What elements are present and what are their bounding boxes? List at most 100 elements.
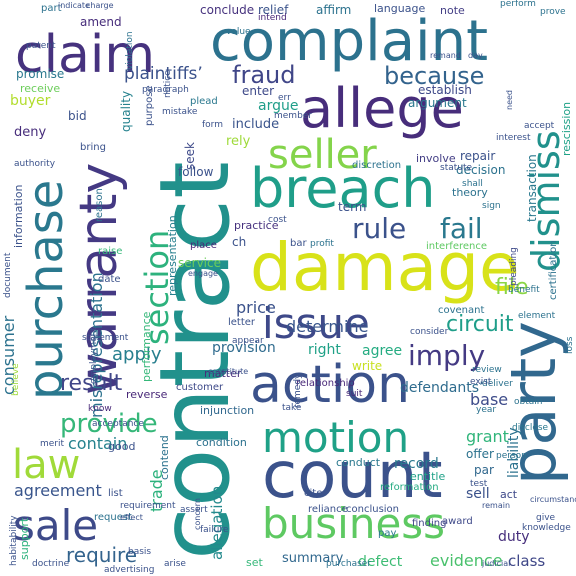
word: cite <box>304 488 322 499</box>
word: damage <box>250 229 520 306</box>
word: authority <box>14 159 56 169</box>
word: date <box>98 274 121 285</box>
word: condition <box>196 436 247 449</box>
word: contract <box>139 161 251 560</box>
word: effect <box>120 513 143 522</box>
word: decision <box>456 163 505 177</box>
word: seek <box>183 142 197 170</box>
word: language <box>374 2 425 15</box>
word: form <box>202 120 223 130</box>
word: because <box>384 62 484 90</box>
word: give <box>536 513 556 523</box>
word: suit <box>346 389 363 399</box>
word: certification <box>548 240 559 300</box>
word: circuit <box>446 312 514 337</box>
word: need <box>505 90 514 110</box>
word: dismiss <box>524 130 568 272</box>
word: include <box>232 117 279 132</box>
word: term <box>338 200 367 214</box>
word: matter <box>204 367 242 380</box>
word: reverse <box>126 388 168 401</box>
word: apply <box>112 344 162 365</box>
word: shall <box>462 179 483 189</box>
word: review <box>472 365 502 375</box>
word: engage <box>188 269 218 278</box>
word: information <box>12 184 25 248</box>
word: service <box>178 256 221 270</box>
word: allege <box>300 77 464 140</box>
word: element <box>518 311 556 321</box>
word: base <box>470 390 508 409</box>
word: provision <box>212 340 276 356</box>
word: law <box>12 442 80 488</box>
word: misrepresentation <box>87 272 106 418</box>
word: deny <box>14 125 46 140</box>
word: relief <box>258 3 289 17</box>
word: claim <box>15 25 155 85</box>
word: price <box>236 298 276 317</box>
word: action <box>250 355 410 415</box>
word: promise <box>16 67 64 81</box>
word: interference <box>426 241 487 252</box>
word: patent <box>26 41 56 51</box>
word: purpose <box>144 85 155 126</box>
word: prove <box>540 7 566 17</box>
word: benefit <box>508 285 540 295</box>
word: concern <box>193 498 202 530</box>
word: argue <box>258 98 298 114</box>
word: year <box>476 405 496 415</box>
word: practice <box>234 219 279 232</box>
word: part <box>41 3 62 14</box>
word: rule <box>352 212 406 245</box>
word: agreement <box>14 481 102 500</box>
word: indicate <box>58 1 90 10</box>
word: business <box>262 499 445 548</box>
word: evidence <box>430 551 503 570</box>
word: provide <box>60 409 158 439</box>
word: letter <box>228 317 256 328</box>
word: member <box>274 111 312 121</box>
word: record <box>394 456 439 472</box>
word: intend <box>258 13 287 23</box>
word: finding <box>412 518 446 529</box>
word: award <box>442 516 473 527</box>
word: fail <box>440 212 483 245</box>
word: raise <box>98 246 122 257</box>
word: warranty <box>69 163 129 395</box>
word: circumstance <box>530 495 576 504</box>
word: set <box>246 556 263 569</box>
word: performance <box>140 311 153 382</box>
word: err <box>278 93 291 103</box>
word: advertising <box>104 565 154 575</box>
word: rescission <box>560 102 573 156</box>
word: place <box>190 240 217 251</box>
word: arise <box>164 559 186 569</box>
word: repair <box>460 149 495 163</box>
word: right <box>308 342 341 358</box>
word: involve <box>416 152 456 165</box>
word: act <box>500 488 518 501</box>
word: sell <box>466 486 490 502</box>
word: notice <box>163 70 173 98</box>
word: value <box>226 27 251 37</box>
word: constitute <box>208 367 248 376</box>
word: covenant <box>438 305 484 316</box>
word: issue <box>262 299 370 348</box>
word: section <box>138 230 176 345</box>
word: exist <box>470 377 492 387</box>
word: purchase <box>18 180 74 400</box>
word: note <box>440 4 465 17</box>
word: basis <box>128 547 151 557</box>
word: test <box>470 479 488 489</box>
word: fraud <box>232 61 295 89</box>
word: representation <box>166 215 179 296</box>
word: contend <box>158 435 171 480</box>
word: duty <box>498 529 530 545</box>
word: interest <box>496 133 531 143</box>
word: requirement <box>120 501 176 511</box>
word: bar <box>290 238 307 249</box>
word: enter <box>242 84 274 98</box>
word: count <box>262 439 443 513</box>
word: sale <box>13 501 98 550</box>
word: judicial <box>481 559 510 568</box>
